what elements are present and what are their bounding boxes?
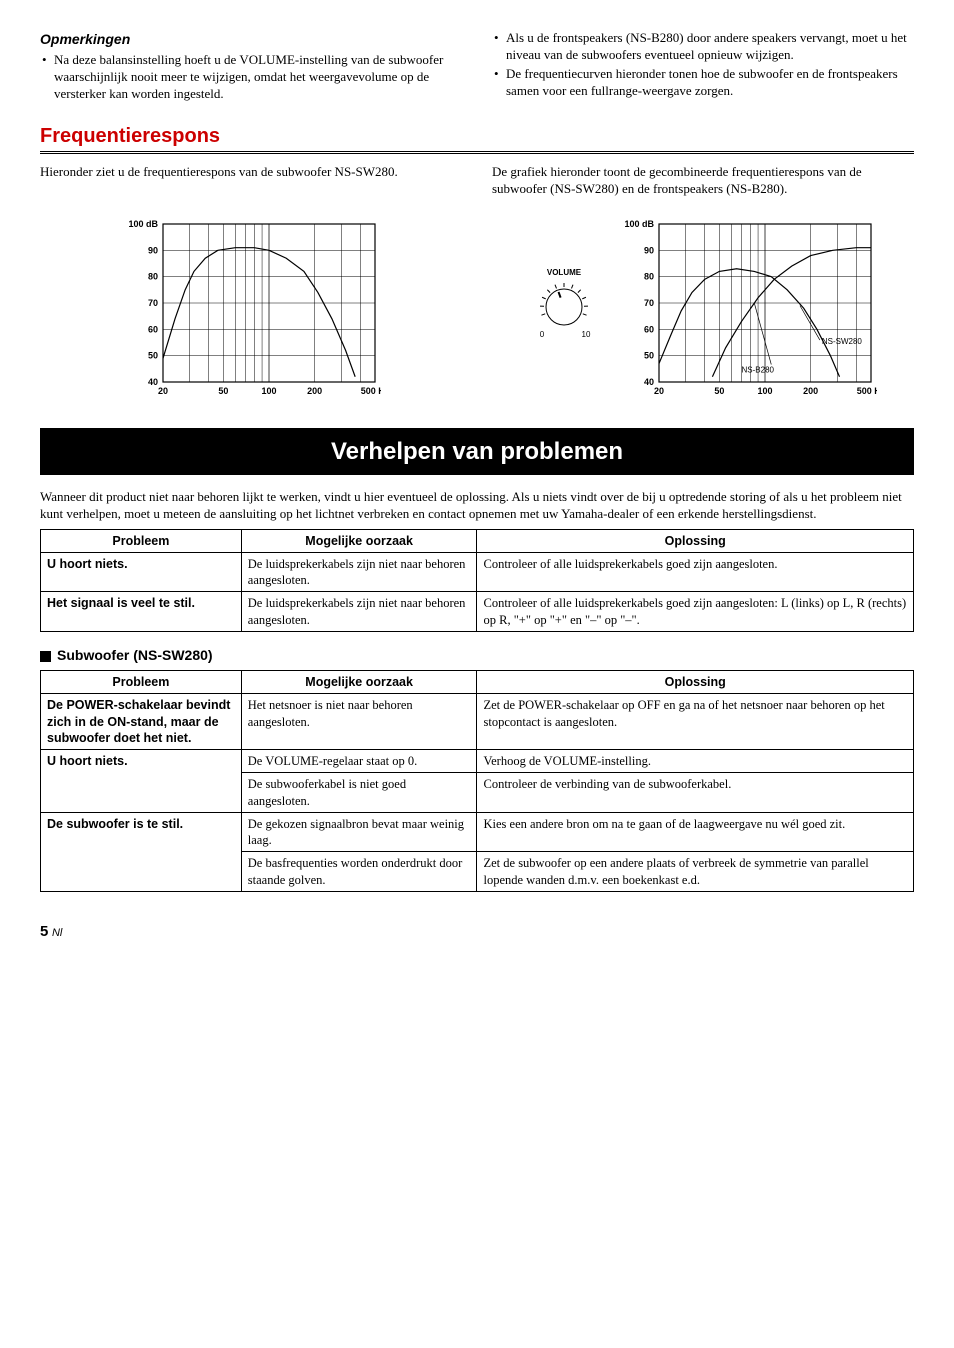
troubleshoot-intro: Wanneer dit product niet naar behoren li…: [40, 489, 914, 523]
svg-text:20: 20: [158, 386, 168, 396]
table-cell-problem: De subwoofer is te stil.: [41, 812, 242, 891]
svg-text:200: 200: [803, 386, 818, 396]
freq-right-intro: De grafiek hieronder toont de gecombinee…: [492, 164, 914, 198]
table-cell-problem: U hoort niets.: [41, 750, 242, 813]
notes-left-list: Na deze balansinstelling hoeft u de VOLU…: [40, 52, 462, 103]
svg-text:20: 20: [654, 386, 664, 396]
svg-text:500 Hz: 500 Hz: [361, 386, 381, 396]
page-suffix: Nl: [52, 927, 62, 939]
th-cause: Mogelijke oorzaak: [241, 671, 477, 694]
table-cell-cause: De gekozen signaalbron bevat maar weinig…: [241, 812, 477, 852]
th-cause: Mogelijke oorzaak: [241, 529, 477, 552]
svg-text:40: 40: [148, 377, 158, 387]
notes-left-col: Opmerkingen Na deze balansinstelling hoe…: [40, 30, 462, 105]
svg-text:100 dB: 100 dB: [624, 219, 654, 229]
table-cell-solution: Kies een andere bron om na te gaan of de…: [477, 812, 914, 852]
table-cell-solution: Controleer of alle luidsprekerkabels goe…: [477, 592, 914, 632]
th-solution: Oplossing: [477, 529, 914, 552]
svg-text:200: 200: [307, 386, 322, 396]
chart1-cell: 40 50 60 70 80 90 100 dB 20 50 100 200 500 Hz: [40, 210, 462, 400]
svg-text:50: 50: [644, 350, 654, 360]
svg-text:80: 80: [644, 271, 654, 281]
table-cell-cause: De basfrequenties worden onderdrukt door…: [241, 852, 477, 892]
th-solution: Oplossing: [477, 671, 914, 694]
svg-text:100 dB: 100 dB: [128, 219, 158, 229]
th-problem: Probleem: [41, 529, 242, 552]
list-item: Na deze balansinstelling hoeft u de VOLU…: [40, 52, 462, 103]
svg-text:90: 90: [644, 245, 654, 255]
svg-text:50: 50: [218, 386, 228, 396]
notes-right-list: Als u de frontspeakers (NS-B280) door an…: [492, 30, 914, 100]
freq-chart-1: 40 50 60 70 80 90 100 dB 20 50 100 200 500 Hz: [121, 210, 381, 400]
svg-text:90: 90: [148, 245, 158, 255]
table-cell-problem: De POWER-schakelaar bevindt zich in de O…: [41, 694, 242, 750]
freq-left-intro: Hieronder ziet u de frequentierespons va…: [40, 164, 462, 198]
th-problem: Probleem: [41, 671, 242, 694]
svg-text:70: 70: [148, 298, 158, 308]
svg-text:40: 40: [644, 377, 654, 387]
troubleshoot-table-1: Probleem Mogelijke oorzaak Oplossing U h…: [40, 529, 914, 632]
svg-text:60: 60: [148, 324, 158, 334]
table-cell-solution: Verhoog de VOLUME-instelling.: [477, 750, 914, 773]
table-cell-cause: Het netsnoer is niet naar behoren aanges…: [241, 694, 477, 750]
table-cell-solution: Zet de subwoofer op een andere plaats of…: [477, 852, 914, 892]
svg-text:NS-SW280: NS-SW280: [822, 337, 863, 346]
subwoofer-subheading-text: Subwoofer (NS-SW280): [57, 647, 213, 663]
table-cell-solution: Zet de POWER-schakelaar op OFF en ga na …: [477, 694, 914, 750]
page-number: 5: [40, 923, 48, 940]
notes-right-col: Als u de frontspeakers (NS-B280) door an…: [492, 30, 914, 105]
svg-text:70: 70: [644, 298, 654, 308]
svg-text:60: 60: [644, 324, 654, 334]
table-cell-cause: De VOLUME-regelaar staat op 0.: [241, 750, 477, 773]
svg-text:0: 0: [540, 330, 545, 339]
svg-text:50: 50: [714, 386, 724, 396]
freq-chart-2: 40 50 60 70 80 90 100 dB 20 50 100 200 500 Hz NS-SW2…: [617, 210, 877, 400]
svg-text:10: 10: [582, 330, 591, 339]
notes-heading: Opmerkingen: [40, 30, 462, 48]
svg-text:80: 80: [148, 271, 158, 281]
troubleshoot-table-2: Probleem Mogelijke oorzaak Oplossing De …: [40, 670, 914, 892]
list-item: De frequentiecurven hieronder tonen hoe …: [492, 66, 914, 100]
chart-row: 405060708090100 dB2050100200500 Hz VOLUM…: [40, 210, 914, 400]
svg-text:100: 100: [261, 386, 276, 396]
page-footer: 5 Nl: [40, 922, 914, 942]
subwoofer-subheading: Subwoofer (NS-SW280): [40, 646, 914, 664]
table-cell-cause: De luidsprekerkabels zijn niet naar beho…: [241, 592, 477, 632]
svg-text:100: 100: [757, 386, 772, 396]
svg-text:NS-B280: NS-B280: [742, 365, 775, 374]
table-cell-cause: De subwooferkabel is niet goed aangeslot…: [241, 773, 477, 813]
list-item: Als u de frontspeakers (NS-B280) door an…: [492, 30, 914, 64]
square-bullet-icon: [40, 651, 51, 662]
svg-text:500 Hz: 500 Hz: [857, 386, 877, 396]
volume-dial-icon: VOLUME 0 10: [529, 265, 599, 345]
freq-heading: Frequentierespons: [40, 123, 914, 154]
svg-text:50: 50: [148, 350, 158, 360]
table-cell-solution: Controleer de verbinding van de subwoofe…: [477, 773, 914, 813]
notes-columns: Opmerkingen Na deze balansinstelling hoe…: [40, 30, 914, 105]
freq-intro-columns: Hieronder ziet u de frequentierespons va…: [40, 164, 914, 198]
table-cell-cause: De luidsprekerkabels zijn niet naar beho…: [241, 552, 477, 592]
table-cell-problem: Het signaal is veel te stil.: [41, 592, 242, 632]
table-cell-problem: U hoort niets.: [41, 552, 242, 592]
chart2-cell: VOLUME 0 10 40 50 60 70 80 90 100 dB 20 50 100 200 50…: [492, 210, 914, 400]
svg-text:VOLUME: VOLUME: [547, 268, 582, 277]
troubleshoot-heading: Verhelpen van problemen: [40, 428, 914, 475]
table-cell-solution: Controleer of alle luidsprekerkabels goe…: [477, 552, 914, 592]
